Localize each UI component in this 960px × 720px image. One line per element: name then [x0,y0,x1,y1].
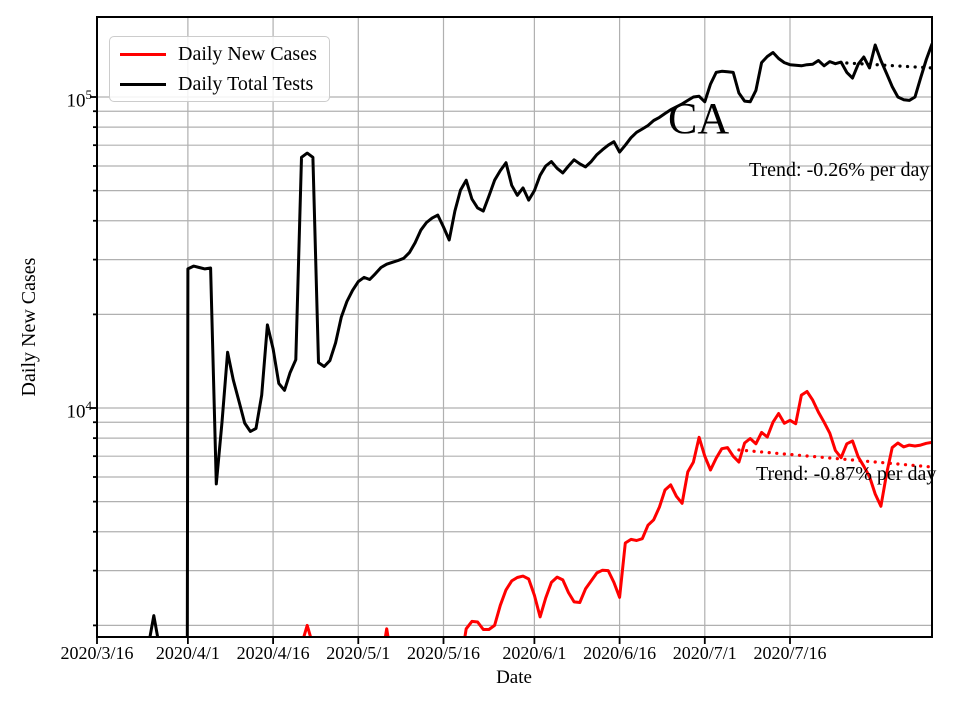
legend-label: Daily Total Tests [178,72,314,95]
state-annotation: CA [668,94,730,143]
y-axis-label: Daily New Cases [18,257,40,397]
grid-layer [96,17,932,637]
legend: Daily New Cases Daily Total Tests [109,36,330,102]
x-tick-label: 2020/7/1 [672,643,737,663]
x-tick-label: 2020/3/16 [60,643,134,663]
legend-item-daily-new-cases: Daily New Cases [110,39,329,69]
red-line-swatch-icon [120,52,166,56]
tests-trend-dotted-line [845,61,934,70]
black-line-swatch-icon [120,82,166,86]
axis-ticks [90,96,791,644]
x-tick-label: 2020/5/16 [406,643,480,663]
cases-trend-label: Trend: -0.87% per day [756,463,937,485]
x-tick-label: 2020/7/16 [753,643,827,663]
y-tick-base: 10 [66,90,86,112]
x-tick-label: 2020/4/1 [155,643,220,663]
legend-item-daily-total-tests: Daily Total Tests [110,69,329,99]
plot-frame [96,16,933,638]
legend-label: Daily New Cases [178,42,317,65]
x-tick-label: 2020/5/1 [326,643,391,663]
y-tick-label-1e5: 105 [0,85,93,112]
x-tick-label: 2020/6/16 [583,643,657,663]
series-line-daily-total-tests [148,42,932,637]
series-line-daily-new-cases [302,390,932,637]
tests-trend-label: Trend: -0.26% per day [749,159,930,181]
y-tick-base: 10 [66,401,86,423]
x-tick-label: 2020/4/16 [236,643,310,663]
y-tick-exponent: 5 [85,87,93,102]
y-tick-label-1e4: 104 [0,396,93,423]
y-tick-exponent: 4 [85,398,93,413]
x-tick-label: 2020/6/1 [502,643,567,663]
x-axis-label: Date [496,667,532,688]
